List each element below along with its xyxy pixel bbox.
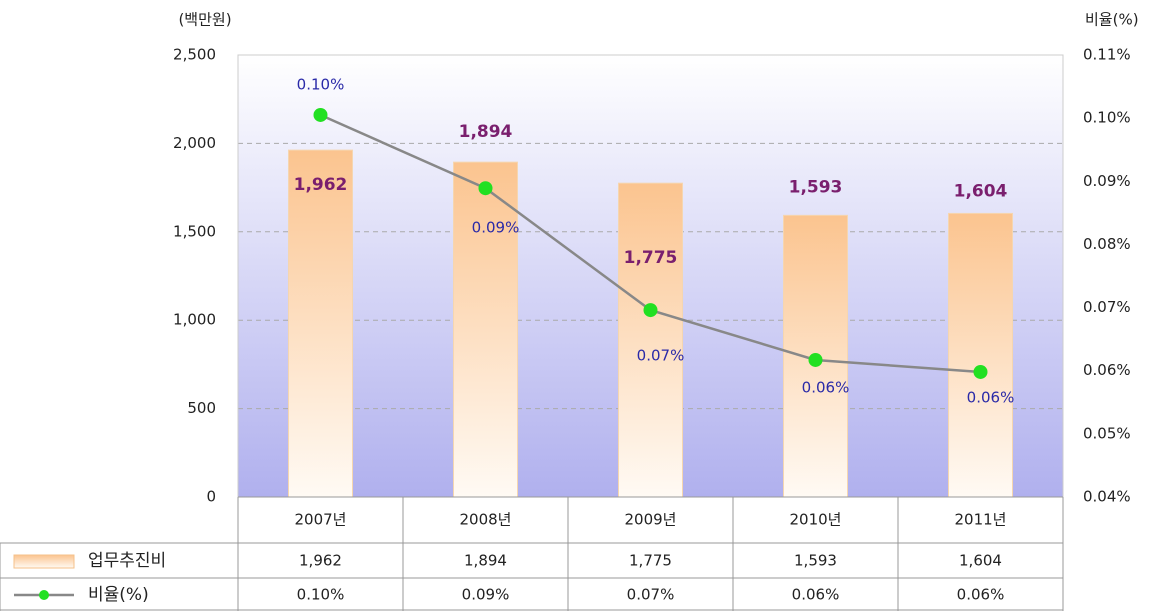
y-tick-label: 1,000 — [173, 311, 216, 329]
bar — [948, 212, 1013, 498]
x-tick-label: 2011년 — [955, 511, 1007, 529]
line-marker — [313, 107, 328, 122]
y2-tick-label: 0.10% — [1083, 109, 1131, 127]
y2-tick-label: 0.11% — [1083, 46, 1131, 64]
line-label: 0.10% — [297, 75, 345, 93]
table-cell: 1,894 — [464, 552, 507, 570]
x-tick-label: 2010년 — [790, 511, 842, 529]
table-cell: 1,593 — [794, 552, 837, 570]
x-tick-label: 2007년 — [295, 511, 347, 529]
table-cell: 0.06% — [792, 586, 840, 604]
bar-label: 1,775 — [624, 248, 678, 268]
line-label: 0.06% — [802, 378, 850, 396]
bar-label: 1,604 — [954, 181, 1008, 201]
legend-swatch — [13, 554, 75, 569]
x-tick-label: 2008년 — [460, 511, 512, 529]
y-tick-label: 2,500 — [173, 46, 216, 64]
table-cell: 1,604 — [959, 552, 1002, 570]
bar — [618, 182, 683, 498]
y2-tick-label: 0.08% — [1083, 235, 1131, 253]
y-tick-label: 0 — [206, 488, 216, 506]
y-tick-label: 1,500 — [173, 222, 216, 240]
y-tick-label: 2,000 — [173, 134, 216, 152]
y2-axis-title: 비율(%) — [1085, 11, 1139, 29]
table-cell: 0.09% — [462, 586, 510, 604]
table-cell: 0.07% — [627, 586, 675, 604]
bar-label: 1,894 — [459, 122, 513, 142]
y-axis-title: (백만원) — [178, 11, 231, 29]
line-label: 0.07% — [637, 347, 685, 365]
table-cell: 0.06% — [957, 586, 1005, 604]
table-cell: 1,962 — [299, 552, 342, 570]
y-tick-label: 500 — [187, 399, 216, 417]
legend-label: 업무추진비 — [88, 551, 166, 571]
table-cell: 0.10% — [297, 586, 345, 604]
legend-label: 비율(%) — [88, 585, 149, 605]
x-tick-label: 2009년 — [625, 511, 677, 529]
y2-tick-label: 0.06% — [1083, 361, 1131, 379]
line-marker — [478, 181, 493, 196]
bar-label: 1,593 — [789, 177, 843, 197]
table-cell: 1,775 — [629, 552, 672, 570]
y2-tick-label: 0.04% — [1083, 488, 1131, 506]
line-marker — [808, 352, 823, 367]
bar-label: 1,962 — [294, 175, 348, 195]
line-marker — [643, 303, 658, 318]
bar — [453, 161, 518, 498]
line-label: 0.06% — [967, 388, 1015, 406]
y2-tick-label: 0.09% — [1083, 172, 1131, 190]
y2-tick-label: 0.07% — [1083, 298, 1131, 316]
line-marker — [973, 364, 988, 379]
legend-marker — [39, 590, 49, 600]
line-label: 0.09% — [472, 219, 520, 237]
bar — [288, 149, 353, 498]
y2-tick-label: 0.05% — [1083, 424, 1131, 442]
